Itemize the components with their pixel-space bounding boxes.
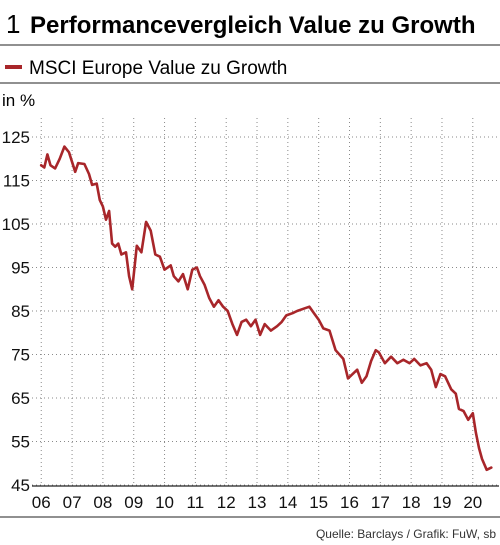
y-tick-label: 75 bbox=[11, 346, 30, 365]
tick-labels: 45 55 65 75 85 95 105 115 125 06 07 08 09 10 11 12 13 14 1… bbox=[2, 128, 483, 512]
y-tick-label: 55 bbox=[11, 433, 30, 452]
y-tick-label: 125 bbox=[2, 128, 30, 147]
y-tick-label: 115 bbox=[3, 172, 30, 191]
x-tick-label: 20 bbox=[463, 493, 482, 512]
y-tick-label: 105 bbox=[2, 215, 30, 234]
x-tick-label: 15 bbox=[309, 493, 328, 512]
x-tick-label: 18 bbox=[402, 493, 421, 512]
series-line bbox=[39, 145, 493, 472]
x-tick-label: 08 bbox=[93, 493, 112, 512]
x-tick-label: 12 bbox=[217, 493, 236, 512]
y-tick-label: 65 bbox=[11, 389, 30, 408]
x-tick-label: 07 bbox=[63, 493, 82, 512]
x-tick-label: 09 bbox=[124, 493, 143, 512]
x-tick-label: 16 bbox=[340, 493, 359, 512]
x-tick-label: 14 bbox=[278, 493, 297, 512]
x-tick-label: 19 bbox=[433, 493, 452, 512]
x-tick-label: 13 bbox=[248, 493, 267, 512]
chart-title: Performancevergleich Value zu Growth bbox=[30, 12, 475, 39]
grid bbox=[32, 118, 499, 487]
y-tick-label: 45 bbox=[11, 476, 30, 495]
y-tick-label: 85 bbox=[11, 302, 30, 321]
y-tick-label: 95 bbox=[11, 259, 30, 278]
y-unit-label: in % bbox=[2, 91, 35, 110]
x-tick-label: 17 bbox=[371, 493, 390, 512]
x-tick-label: 06 bbox=[32, 493, 51, 512]
chart-number: 1 bbox=[6, 9, 20, 39]
series-layer bbox=[39, 145, 493, 472]
legend-label: MSCI Europe Value zu Growth bbox=[29, 58, 287, 79]
x-tick-label: 10 bbox=[155, 493, 174, 512]
source-note: Quelle: Barclays / Grafik: FuW, sb bbox=[316, 527, 496, 541]
x-tick-label: 11 bbox=[187, 493, 205, 512]
legend: MSCI Europe Value zu Growth bbox=[5, 58, 287, 79]
